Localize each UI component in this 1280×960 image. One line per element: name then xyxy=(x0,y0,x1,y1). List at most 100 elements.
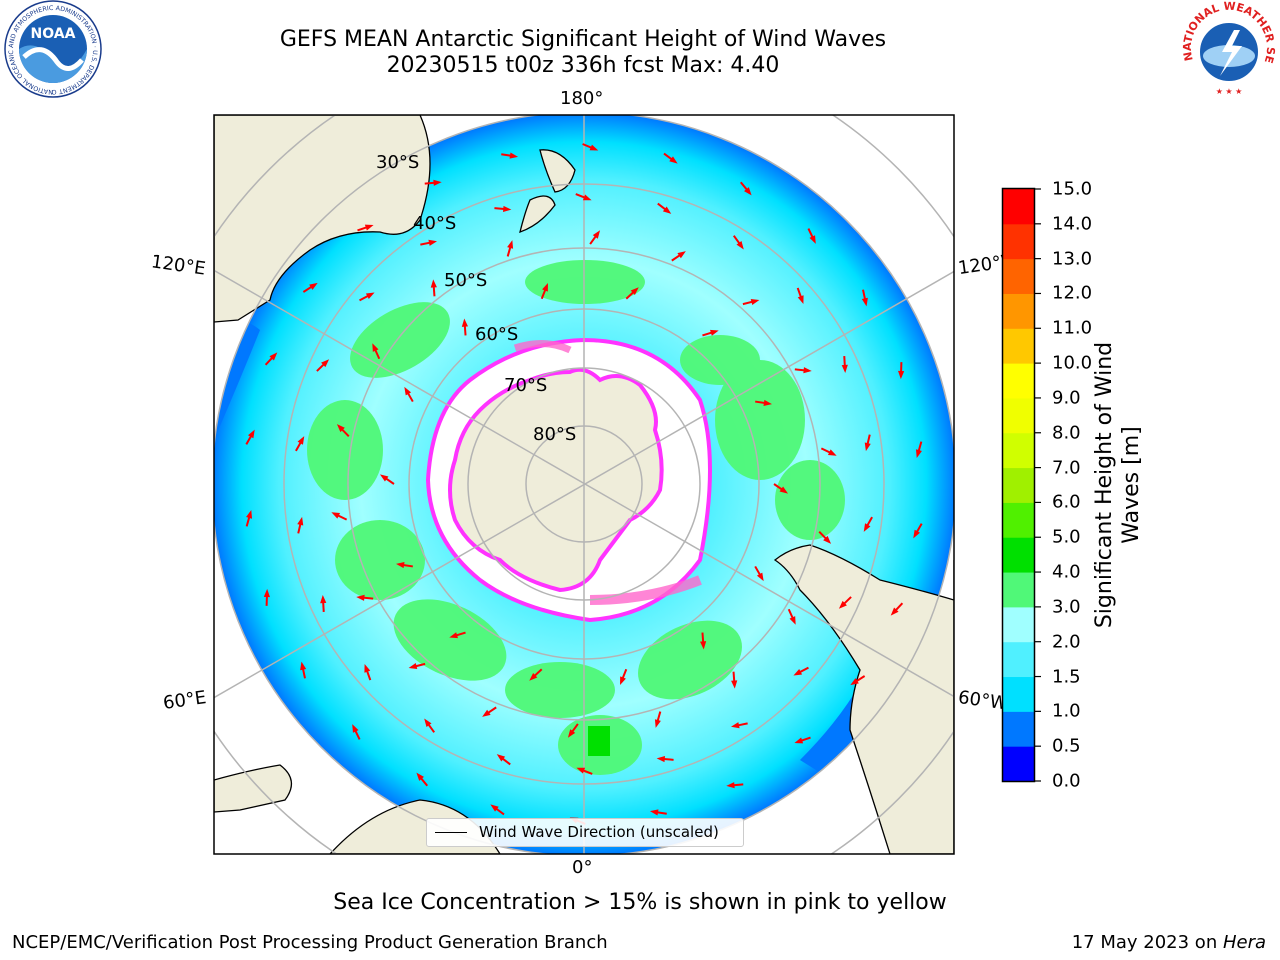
sea-ice-region xyxy=(425,337,712,623)
lat-label-60s: 60°S xyxy=(475,324,519,345)
colorbar-tick-label: 13.0 xyxy=(1052,248,1093,270)
wind-arrow-head xyxy=(416,772,424,781)
wind-arrow-head xyxy=(482,709,491,717)
wind-arrow-head xyxy=(730,722,740,729)
wind-arrow-head xyxy=(309,282,318,290)
wind-arrow-head xyxy=(424,718,432,727)
map-frame xyxy=(213,114,955,855)
wind-arrow-head xyxy=(263,588,270,598)
legend-line-sample xyxy=(435,832,467,833)
wind-arrow-head xyxy=(789,616,796,625)
wind-arrow-head xyxy=(404,386,412,396)
footer-org: NCEP/EMC/Verification Post Processing Pr… xyxy=(12,932,608,953)
wind-arrow-head xyxy=(336,424,345,433)
wind-arrow-head xyxy=(731,680,738,689)
lat-label-50s: 50°S xyxy=(444,270,488,291)
wind-arrow-head xyxy=(793,669,803,676)
colorbar-segment xyxy=(1003,328,1034,364)
wind-arrow-head xyxy=(509,152,519,159)
colorbar-segment xyxy=(1003,223,1034,260)
wind-arrow-head xyxy=(364,224,374,231)
wind-arrow-head xyxy=(750,298,760,305)
lat-label-80s: 80°S xyxy=(533,424,577,445)
wind-arrow-head xyxy=(763,399,772,406)
wind-arrow-head xyxy=(542,282,548,292)
svg-text:★ ★ ★: ★ ★ ★ xyxy=(1216,87,1243,96)
colorbar-segment xyxy=(1003,572,1034,608)
wind-arrow-head xyxy=(864,442,871,452)
wind-arrow-head xyxy=(838,600,847,609)
colorbar-tick-label: 0.0 xyxy=(1052,770,1081,792)
colorbar-segment xyxy=(1003,363,1034,399)
footer-date-text: 17 May 2023 on xyxy=(1071,932,1223,953)
wind-arrow-head xyxy=(863,523,871,532)
wind-arrow-head xyxy=(756,572,764,582)
wind-arrow-head xyxy=(589,144,599,151)
wind-arrow-head xyxy=(649,809,659,816)
wind-arrow-head xyxy=(841,364,848,374)
wind-arrow-head xyxy=(430,279,437,288)
wind-arrow-head xyxy=(247,429,255,439)
wind-arrow-head xyxy=(365,292,375,299)
wind-arrow-head xyxy=(913,529,921,539)
wind-arrow-head xyxy=(490,804,499,812)
colorbar-tick-label: 1.5 xyxy=(1052,666,1081,688)
wind-arrow-head xyxy=(396,562,405,569)
colorbar-tick-label: 1.0 xyxy=(1052,700,1081,722)
wind-arrow-head xyxy=(356,594,365,601)
colorbar-tick-label: 11.0 xyxy=(1052,317,1093,339)
colorbar-tick-label: 2.0 xyxy=(1052,631,1081,653)
colorbar-segment xyxy=(1003,432,1034,469)
wind-arrow-head xyxy=(809,235,816,244)
wind-arrow-head xyxy=(461,318,468,327)
wind-arrow-head xyxy=(736,241,744,250)
colorbar-segment xyxy=(1003,537,1034,573)
legend-label: Wind Wave Direction (unscaled) xyxy=(479,823,719,841)
wind-arrow-head xyxy=(449,632,458,639)
lat-label-40s: 40°S xyxy=(413,213,457,234)
footer-machine: Hera xyxy=(1222,932,1266,953)
wind-arrow-head xyxy=(331,512,341,519)
wind-arrow-head xyxy=(726,782,735,789)
wind-arrow-head xyxy=(529,672,538,681)
graticule xyxy=(214,115,954,854)
wind-arrow-head xyxy=(321,359,330,368)
wind-arrow-head xyxy=(567,729,576,738)
colorbar-tick-label: 4.0 xyxy=(1052,561,1081,583)
chart-subtitle: 20230515 t00z 336h fcst Max: 4.40 xyxy=(386,53,780,78)
wind-arrow-head xyxy=(507,240,514,249)
colorbar-tick-label: 9.0 xyxy=(1052,387,1081,409)
wind-arrow-head xyxy=(352,724,359,733)
wind-arrow-head xyxy=(320,594,327,604)
nws-logo: NATIONAL WEATHER SERVICE ★ ★ ★ xyxy=(1178,0,1277,98)
colorbar-tick-label: 15.0 xyxy=(1052,178,1093,200)
lon-label-180: 180° xyxy=(560,88,604,109)
wind-arrow-head xyxy=(576,767,586,774)
colorbar-tick-label: 6.0 xyxy=(1052,491,1081,513)
wind-arrow-head xyxy=(744,187,752,196)
wind-arrow-head xyxy=(797,295,804,304)
wind-arrow-head xyxy=(803,367,812,374)
wind-arrow-head xyxy=(915,449,922,458)
colorbar-segment xyxy=(1003,397,1034,434)
wind-arrow-head xyxy=(861,297,868,307)
land-masses xyxy=(214,115,954,854)
colorbar-segment xyxy=(1003,606,1034,643)
colorbar-tick-label: 12.0 xyxy=(1052,282,1093,304)
colorbar-segment xyxy=(1003,467,1034,503)
wind-arrow-head xyxy=(269,352,278,361)
colorbar-tick-label: 8.0 xyxy=(1052,422,1081,444)
wind-arrow-head xyxy=(379,474,389,482)
wind-arrow-head xyxy=(592,230,601,239)
wind-arrow-head xyxy=(794,737,804,744)
colorbar-tick-label: 3.0 xyxy=(1052,596,1081,618)
wind-arrow-head xyxy=(428,239,438,246)
wind-arrow-head xyxy=(433,179,442,186)
wind-arrow-head xyxy=(408,663,418,670)
colorbar-segment xyxy=(1003,258,1034,294)
footer-date: 17 May 2023 on Hera xyxy=(1072,932,1266,953)
colorbar-segment xyxy=(1003,189,1034,225)
wind-arrow-head xyxy=(827,449,837,456)
wind-arrow-head xyxy=(502,205,512,213)
